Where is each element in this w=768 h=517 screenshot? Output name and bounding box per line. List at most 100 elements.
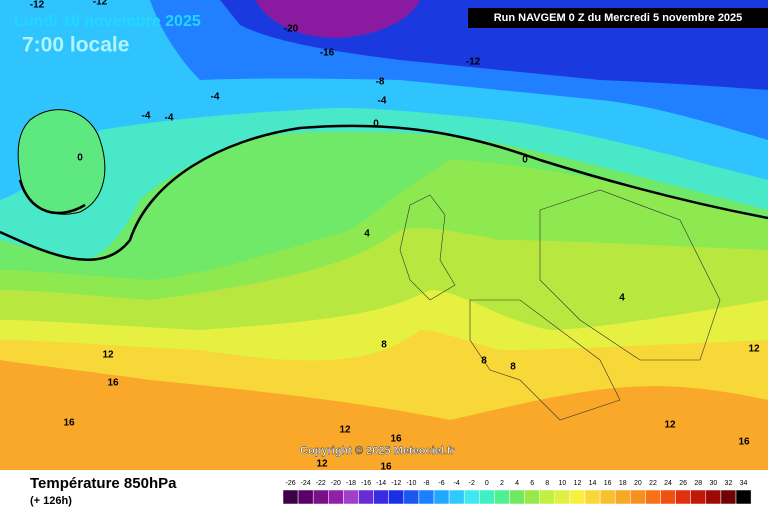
contour-label: -4 — [211, 92, 220, 103]
contour-label: -12 — [466, 57, 481, 68]
footer-subtitle: (+ 126h) — [30, 495, 72, 507]
legend-swatch — [599, 489, 616, 505]
footer-title: Température 850hPa — [30, 475, 177, 492]
contour-label: 0 — [77, 153, 83, 164]
legend-swatch — [494, 489, 510, 505]
legend-label: 10 — [558, 480, 566, 487]
contour-labels: -12 -12 -20 -16 -12 -8 -4 -4 -4 -4 0 0 0 4 4 8 8 8 12 12 12 1… — [30, 0, 760, 473]
legend-swatch — [539, 489, 556, 505]
contour-label: -4 — [165, 113, 174, 124]
legend-swatch — [388, 489, 405, 505]
legend-label: 28 — [694, 480, 702, 487]
legend-swatch — [479, 489, 495, 505]
legend-label: -26 — [285, 480, 295, 487]
legend-label: -8 — [423, 480, 429, 487]
color-legend: -26 -24 -22 -20 -18 -16 -14 -12 -10 -8 -6 -4 -2 0 2 4 6 8… — [282, 480, 752, 505]
contour-label: 0 — [373, 119, 379, 130]
date: Lundi 10 novembre 2025 — [14, 13, 201, 30]
legend-label: -4 — [454, 480, 460, 487]
legend-label: -12 — [391, 480, 401, 487]
legend-label: 18 — [619, 480, 627, 487]
legend-swatch — [418, 489, 435, 505]
legend-label: 20 — [634, 480, 642, 487]
legend-swatch — [554, 489, 571, 505]
legend-label: -2 — [469, 480, 475, 487]
contour-label: 12 — [316, 459, 328, 470]
legend-swatch — [433, 489, 450, 505]
legend-label: 2 — [500, 480, 504, 487]
legend-swatch — [328, 489, 344, 505]
legend-label: -20 — [331, 480, 341, 487]
contour-label: 12 — [748, 344, 760, 355]
legend-label: 34 — [740, 480, 748, 487]
contour-label: 8 — [481, 356, 487, 367]
legend-swatch — [720, 489, 737, 505]
legend-swatch — [524, 489, 540, 505]
legend-label: -10 — [406, 480, 416, 487]
legend-label: -6 — [438, 480, 444, 487]
legend-swatch — [463, 489, 480, 505]
contour-label: 16 — [63, 418, 75, 429]
legend-label: 16 — [604, 480, 612, 487]
contour-label: 4 — [619, 293, 625, 304]
legend-label: -22 — [316, 480, 326, 487]
coastlines — [399, 189, 721, 421]
contour-label: -12 — [93, 0, 108, 8]
legend-swatch — [630, 489, 646, 505]
legend-label: 26 — [679, 480, 687, 487]
contour-label: 8 — [510, 362, 516, 373]
legend-swatch — [297, 489, 314, 505]
legend-swatch — [614, 489, 631, 505]
legend-swatch — [735, 489, 752, 505]
contour-label: 16 — [390, 434, 402, 445]
legend-swatch — [584, 489, 601, 505]
contour-label: 16 — [380, 462, 392, 473]
contour-label: -4 — [142, 111, 151, 122]
legend-label: 30 — [709, 480, 717, 487]
legend-label: 24 — [664, 480, 672, 487]
legend-label: 8 — [545, 480, 549, 487]
legend-label: 6 — [530, 480, 534, 487]
legend-label: 32 — [725, 480, 733, 487]
run-box — [468, 8, 768, 28]
contour-label: 4 — [364, 229, 370, 240]
contour-label: 0 — [522, 155, 528, 166]
legend-label: 12 — [574, 480, 582, 487]
legend-swatch — [569, 489, 586, 505]
contour-label: -20 — [284, 24, 299, 35]
time: 7:00 locale — [22, 34, 129, 57]
legend-swatch — [660, 489, 676, 505]
legend-swatch — [448, 489, 465, 505]
legend-label: -24 — [301, 480, 311, 487]
contour-label: 12 — [339, 425, 351, 436]
legend-swatch — [509, 489, 525, 505]
legend-swatch — [690, 489, 707, 505]
contour-label: -16 — [320, 48, 335, 59]
zero-contour — [0, 124, 768, 262]
contour-label: -4 — [378, 96, 387, 107]
legend-label: -18 — [346, 480, 356, 487]
band-purple — [255, 0, 420, 38]
run-info: Run NAVGEM 0 Z du Mercredi 5 novembre 20… — [494, 12, 743, 24]
contour-label: 8 — [381, 340, 387, 351]
legend-label: -16 — [361, 480, 371, 487]
legend-label: 14 — [589, 480, 597, 487]
legend-swatch — [675, 489, 691, 505]
legend-swatch — [358, 489, 374, 505]
contour-label: 12 — [102, 350, 114, 361]
legend-swatch — [373, 489, 389, 505]
copyright: Copyright © 2025 Meteociel.fr — [300, 445, 456, 457]
contour-label: -8 — [376, 77, 385, 88]
legend-swatch — [403, 489, 420, 505]
legend-swatch — [645, 489, 661, 505]
greenland — [17, 109, 106, 215]
map: -12 -12 -20 -16 -12 -8 -4 -4 -4 -4 0 0 0 4 4 8 8 8 12 12 12 1… — [0, 0, 768, 473]
legend-label: 0 — [485, 480, 489, 487]
contour-label: 12 — [664, 420, 676, 431]
legend-label: -14 — [376, 480, 386, 487]
legend-swatch — [343, 489, 359, 505]
legend-label: 4 — [515, 480, 519, 487]
contour-label: 16 — [738, 437, 750, 448]
legend-swatch — [705, 489, 722, 505]
